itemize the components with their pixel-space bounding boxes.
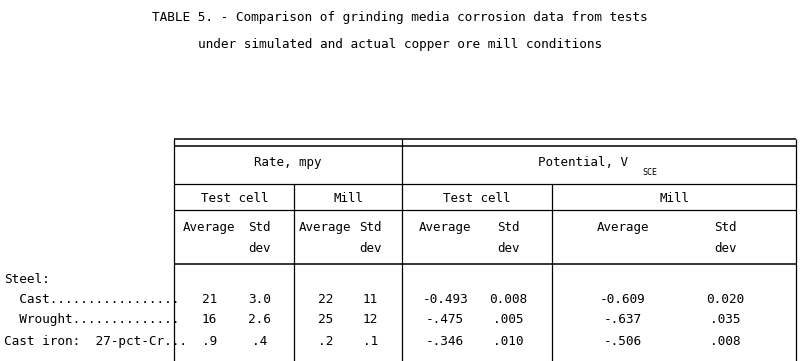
Text: 11: 11: [363, 293, 378, 306]
Text: Std: Std: [497, 221, 520, 234]
Text: .035: .035: [710, 313, 741, 326]
Text: .010: .010: [493, 335, 524, 348]
Text: -.475: -.475: [426, 313, 464, 326]
Text: Test cell: Test cell: [201, 192, 268, 205]
Text: .005: .005: [493, 313, 524, 326]
Text: 21: 21: [202, 293, 217, 306]
Text: Mill: Mill: [659, 192, 689, 205]
Text: Mill: Mill: [333, 192, 363, 205]
Text: 0.008: 0.008: [490, 293, 527, 306]
Text: Cast iron:  27-pct-Cr...: Cast iron: 27-pct-Cr...: [4, 335, 187, 348]
Text: .2: .2: [318, 335, 333, 348]
Text: -0.609: -0.609: [600, 293, 646, 306]
Text: 22: 22: [318, 293, 333, 306]
Text: Potential, V: Potential, V: [538, 156, 628, 169]
Text: -.637: -.637: [604, 313, 642, 326]
Text: SCE: SCE: [643, 168, 658, 177]
Text: 2.6: 2.6: [248, 313, 271, 326]
Text: 25: 25: [318, 313, 333, 326]
Text: Average: Average: [183, 221, 235, 234]
Text: Std: Std: [714, 221, 737, 234]
Text: .1: .1: [363, 335, 378, 348]
Text: .9: .9: [202, 335, 217, 348]
Text: Average: Average: [299, 221, 352, 234]
Text: Rate, mpy: Rate, mpy: [254, 156, 322, 169]
Text: Test cell: Test cell: [443, 192, 510, 205]
Text: 12: 12: [363, 313, 378, 326]
Text: dev: dev: [714, 242, 737, 255]
Text: dev: dev: [497, 242, 520, 255]
Text: 16: 16: [202, 313, 217, 326]
Text: under simulated and actual copper ore mill conditions: under simulated and actual copper ore mi…: [198, 38, 602, 51]
Text: TABLE 5. - Comparison of grinding media corrosion data from tests: TABLE 5. - Comparison of grinding media …: [152, 11, 648, 24]
Text: dev: dev: [359, 242, 382, 255]
Text: Average: Average: [597, 221, 649, 234]
Text: -.506: -.506: [604, 335, 642, 348]
Text: 0.020: 0.020: [706, 293, 744, 306]
Text: Std: Std: [359, 221, 382, 234]
Text: Steel:: Steel:: [4, 273, 50, 286]
Text: Std: Std: [248, 221, 271, 234]
Text: dev: dev: [248, 242, 271, 255]
Text: -0.493: -0.493: [422, 293, 468, 306]
Text: Average: Average: [419, 221, 471, 234]
Text: -.346: -.346: [426, 335, 464, 348]
Text: .4: .4: [252, 335, 267, 348]
Text: .008: .008: [710, 335, 741, 348]
Text: 3.0: 3.0: [248, 293, 271, 306]
Text: Cast.................: Cast.................: [4, 293, 179, 306]
Text: Wrought..............: Wrought..............: [4, 313, 179, 326]
